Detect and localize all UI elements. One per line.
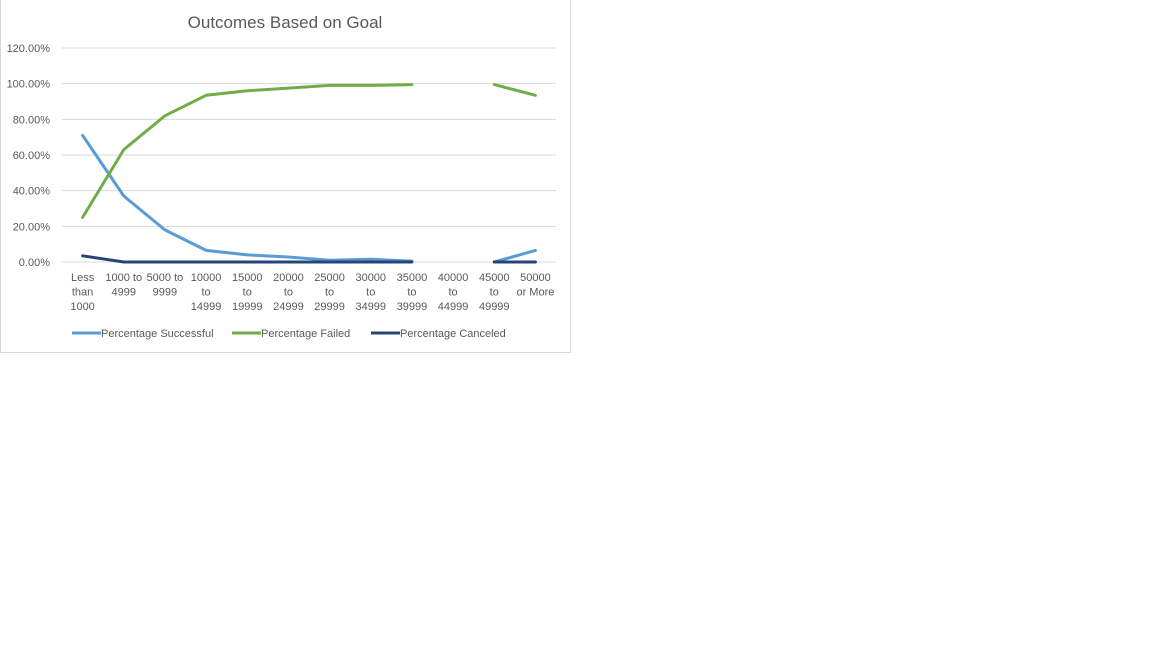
x-tick-label: 30000 to 34999 (355, 272, 386, 313)
y-tick-label: 60.00% (13, 150, 51, 162)
x-tick-label: 25000 to 29999 (314, 272, 345, 313)
x-tick-label: 40000 to 44999 (438, 272, 469, 313)
y-axis-tick-labels: 0.00% 20.00% 40.00% 60.00% 80.00% 100.00% 120.… (7, 43, 51, 269)
legend-label: Percentage Failed (261, 328, 350, 340)
y-tick-label: 80.00% (13, 114, 51, 126)
x-tick-label: 1000 to 4999 (105, 272, 142, 299)
x-tick-label: 10000 to 14999 (191, 272, 222, 313)
x-tick-label: 15000 to 19999 (232, 272, 263, 313)
legend: Percentage Successful Percentage Failed Pe… (72, 328, 506, 340)
chart-title: Outcomes Based on Goal (188, 13, 383, 32)
gridlines (62, 47, 556, 263)
y-tick-label: 120.00% (7, 43, 51, 55)
legend-label: Percentage Successful (101, 328, 214, 340)
series-line (81, 83, 414, 219)
series-lines (81, 83, 537, 264)
chart-container (0, 0, 571, 353)
y-tick-label: 40.00% (13, 186, 51, 198)
x-tick-label: 45000 to 49999 (479, 272, 510, 313)
y-tick-label: 0.00% (19, 257, 50, 269)
series-line (81, 254, 414, 264)
series-line (492, 248, 537, 264)
x-tick-label: Less than 1000 (70, 272, 94, 313)
y-tick-label: 100.00% (7, 79, 51, 91)
x-tick-label: 20000 to 24999 (273, 272, 304, 313)
x-tick-label: 50000 or More (516, 272, 554, 299)
series-line (492, 83, 537, 97)
series-line (81, 133, 414, 263)
x-tick-label: 5000 to 9999 (147, 272, 184, 299)
x-tick-label: 35000 to 39999 (397, 272, 428, 313)
y-tick-label: 20.00% (13, 221, 51, 233)
legend-label: Percentage Canceled (400, 328, 506, 340)
